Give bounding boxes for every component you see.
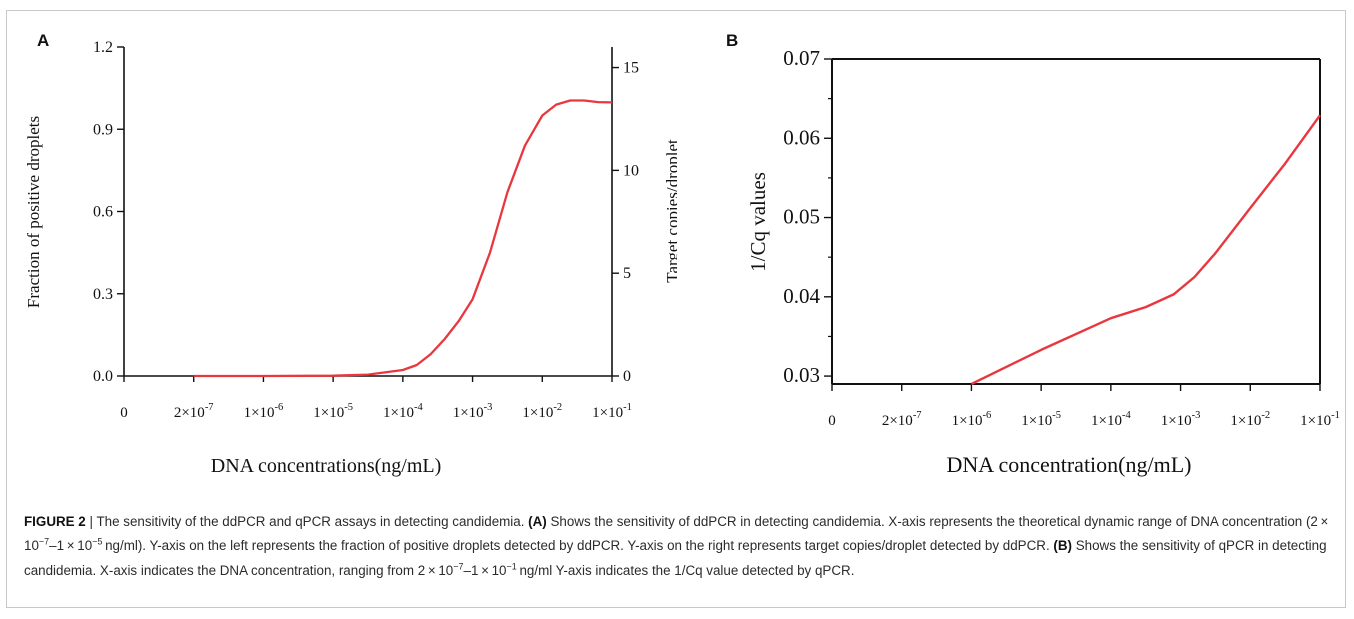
- y2-tick-label: 10: [623, 162, 639, 179]
- caption-separator: |: [89, 514, 93, 529]
- y-tick-label: 0.07: [783, 46, 820, 70]
- y-tick-label: 0.03: [783, 363, 820, 387]
- y-tick-label: 0.9: [93, 121, 113, 138]
- caption-superscript: −7: [453, 561, 464, 572]
- x-tick-label: 1×10-4: [1091, 410, 1131, 429]
- caption-superscript: −7: [38, 537, 50, 547]
- x-tick-label: 1×10-3: [1161, 410, 1201, 429]
- caption-bold: (A): [528, 514, 547, 529]
- x-tick-label: 0: [120, 405, 128, 421]
- y-tick-label: 0.06: [783, 125, 820, 149]
- caption-text: The sensitivity of the ddPCR and qPCR as…: [96, 514, 529, 529]
- caption-text: –1 × 10: [463, 562, 507, 578]
- x-tick-label: 1×10-2: [1230, 410, 1270, 429]
- data-line-series-1: [193, 99, 613, 378]
- figure-frame: [6, 10, 1346, 608]
- caption-text: –1 × 10: [49, 538, 93, 554]
- y2-tick-label: 5: [623, 265, 631, 282]
- x-tick-label: 1×10-1: [1300, 410, 1340, 429]
- y2-tick-label: 15: [623, 60, 639, 77]
- y-tick-label: 0.6: [93, 204, 113, 221]
- x-tick-label: 1×10-6: [244, 402, 284, 421]
- y-tick-label: 0.04: [783, 284, 820, 308]
- y2-axis-title: Target copies/droplet: [663, 139, 677, 283]
- y-tick-label: 0.0: [93, 368, 113, 385]
- caption-superscript: −5: [92, 537, 103, 547]
- y-axis-title: 1/Cq values: [746, 172, 770, 272]
- caption-text: ng/ml). Y-axis on the left represents th…: [102, 538, 1054, 554]
- y-axis-title: Fraction of positive droplets: [24, 116, 43, 308]
- x-tick-label: 1×10-1: [592, 402, 632, 421]
- y-tick-label: 1.2: [93, 39, 113, 56]
- caption-superscript: −1: [506, 561, 517, 572]
- caption-text: Shows the sensitivity of qPCR in detecti…: [24, 538, 1327, 578]
- caption-bold: (B): [1053, 538, 1072, 554]
- y-tick-label: 0.05: [783, 205, 820, 229]
- y-tick-label: 0.3: [93, 286, 113, 303]
- x-axis-title: DNA concentration(ng/mL): [947, 452, 1192, 477]
- x-axis-title: DNA concentrations(ng/mL): [211, 455, 442, 477]
- x-tick-label: 1×10-2: [522, 402, 562, 421]
- caption-text: Shows the sensitivity of ddPCR in detect…: [24, 514, 1332, 554]
- data-line-series-1: [970, 114, 1321, 386]
- figure-caption: FIGURE 2 | The sensitivity of the ddPCR …: [24, 511, 1334, 581]
- y2-tick-label: 0: [623, 368, 631, 385]
- panel-label-a: A: [37, 31, 49, 50]
- caption-body: The sensitivity of the ddPCR and qPCR as…: [24, 514, 1331, 578]
- panel-label-b: B: [726, 31, 738, 50]
- caption-figure-label: FIGURE 2: [24, 514, 86, 529]
- chart-panel-b: B 0.03 0.04 0.05 0.06 0.07 0 2×10-7 1×10-6 1×10-…: [726, 31, 1340, 477]
- x-tick-label: 1×10-6: [952, 410, 992, 429]
- chart-panel-a: A 0.0 0.3 0.6 0.9 1.2 0 5 10 15 0 2×10-7 1×10-6 1×10…: [24, 31, 677, 477]
- x-tick-label: 1×10-5: [313, 402, 353, 421]
- x-tick-label: 1×10-5: [1021, 410, 1061, 429]
- x-tick-label: 1×10-4: [383, 402, 423, 421]
- figure-area: A 0.0 0.3 0.6 0.9 1.2 0 5 10 15 0 2×10-7 1×10-6 1×10…: [24, 31, 1340, 477]
- x-tick-label: 0: [828, 413, 836, 429]
- x-tick-label: 2×10-7: [174, 402, 214, 421]
- caption-text: ng/ml Y-axis indicates the 1/Cq value de…: [516, 562, 855, 578]
- x-tick-label: 2×10-7: [882, 410, 922, 429]
- x-tick-label: 1×10-3: [453, 402, 493, 421]
